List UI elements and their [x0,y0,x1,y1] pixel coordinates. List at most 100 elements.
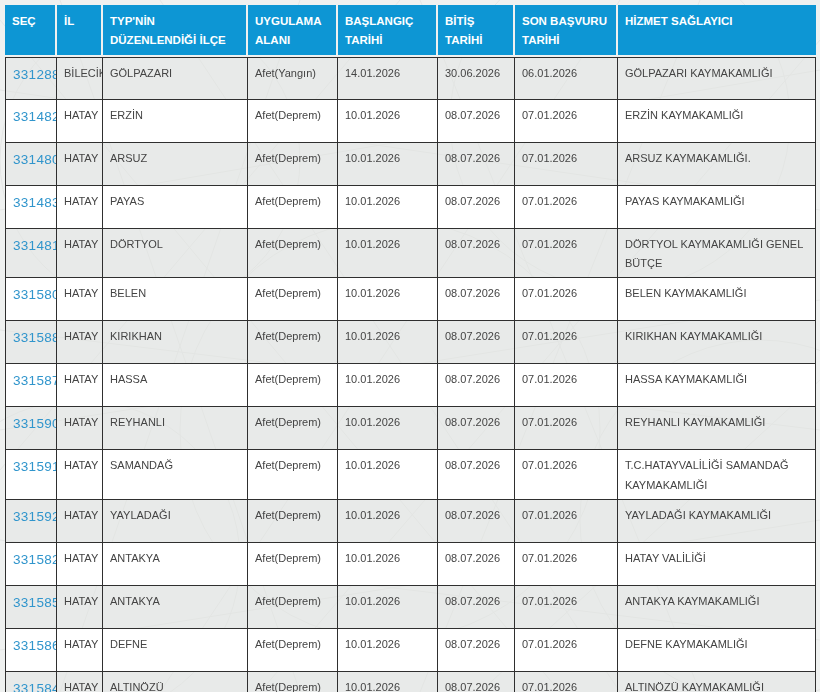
cell-il: HATAY [57,586,103,629]
cell-saglayici: HATAY VALİLİĞİ [618,543,816,586]
cell-alan: Afet(Deprem) [248,672,338,692]
row-select-link[interactable]: 331483 [13,195,57,210]
cell-sec: 331591 [5,450,57,500]
cell-baslangic: 10.01.2026 [338,229,438,279]
row-select-link[interactable]: 331580 [13,287,57,302]
cell-il: HATAY [57,450,103,500]
cell-son: 06.01.2026 [515,57,618,100]
table-row: 331480HATAYARSUZAfet(Deprem)10.01.202608… [5,143,816,186]
cell-saglayici: ERZİN KAYMAKAMLIĞI [618,100,816,143]
cell-ilce: SAMANDAĞ [103,450,248,500]
cell-ilce: PAYAS [103,186,248,229]
cell-il: HATAY [57,229,103,279]
cell-sec: 331481 [5,229,57,279]
column-header-ilce: TYP'NİN DÜZENLENDİĞİ İLÇE [103,5,248,57]
cell-son: 07.01.2026 [515,364,618,407]
cell-sec: 331580 [5,278,57,321]
cell-il: HATAY [57,278,103,321]
cell-saglayici: PAYAS KAYMAKAMLIĞI [618,186,816,229]
cell-saglayici: ARSUZ KAYMAKAMLIĞI. [618,143,816,186]
cell-saglayici: ANTAKYA KAYMAKAMLIĞI [618,586,816,629]
cell-il: HATAY [57,629,103,672]
cell-alan: Afet(Deprem) [248,629,338,672]
cell-ilce: DEFNE [103,629,248,672]
cell-alan: Afet(Deprem) [248,500,338,543]
cell-son: 07.01.2026 [515,407,618,450]
row-select-link[interactable]: 331590 [13,416,57,431]
table-row: 331483HATAYPAYASAfet(Deprem)10.01.202608… [5,186,816,229]
table-row: 331288BİLECİKGÖLPAZARIAfet(Yangın)14.01.… [5,57,816,100]
cell-saglayici: DEFNE KAYMAKAMLIĞI [618,629,816,672]
cell-baslangic: 10.01.2026 [338,629,438,672]
row-select-link[interactable]: 331592 [13,509,57,524]
cell-il: HATAY [57,321,103,364]
cell-bitis: 08.07.2026 [438,500,515,543]
cell-sec: 331483 [5,186,57,229]
column-header-sec: SEÇ [5,5,57,57]
cell-ilce: GÖLPAZARI [103,57,248,100]
cell-saglayici: GÖLPAZARI KAYMAKAMLIĞI [618,57,816,100]
cell-ilce: ANTAKYA [103,543,248,586]
cell-alan: Afet(Deprem) [248,229,338,279]
cell-ilce: ERZİN [103,100,248,143]
cell-son: 07.01.2026 [515,500,618,543]
cell-baslangic: 10.01.2026 [338,278,438,321]
cell-baslangic: 14.01.2026 [338,57,438,100]
cell-baslangic: 10.01.2026 [338,407,438,450]
cell-son: 07.01.2026 [515,100,618,143]
row-select-link[interactable]: 331482 [13,109,57,124]
cell-il: HATAY [57,143,103,186]
cell-baslangic: 10.01.2026 [338,321,438,364]
cell-son: 07.01.2026 [515,229,618,279]
cell-saglayici: REYHANLI KAYMAKAMLIĞI [618,407,816,450]
cell-alan: Afet(Deprem) [248,586,338,629]
cell-sec: 331582 [5,543,57,586]
cell-alan: Afet(Deprem) [248,100,338,143]
cell-alan: Afet(Deprem) [248,543,338,586]
cell-sec: 331588 [5,321,57,364]
row-select-link[interactable]: 331585 [13,595,57,610]
cell-son: 07.01.2026 [515,629,618,672]
cell-alan: Afet(Deprem) [248,143,338,186]
cell-ilce: ALTINÖZÜ [103,672,248,692]
cell-il: HATAY [57,186,103,229]
cell-ilce: YAYLADAĞI [103,500,248,543]
row-select-link[interactable]: 331584 [13,681,57,692]
row-select-link[interactable]: 331481 [13,238,57,253]
cell-sec: 331482 [5,100,57,143]
table-row: 331481HATAYDÖRTYOLAfet(Deprem)10.01.2026… [5,229,816,279]
cell-bitis: 08.07.2026 [438,143,515,186]
cell-sec: 331480 [5,143,57,186]
cell-ilce: BELEN [103,278,248,321]
cell-son: 07.01.2026 [515,143,618,186]
table-row: 331592HATAYYAYLADAĞIAfet(Deprem)10.01.20… [5,500,816,543]
table-header: SEÇİLTYP'NİN DÜZENLENDİĞİ İLÇEUYGULAMA A… [5,5,816,57]
row-select-link[interactable]: 331288 [13,67,57,82]
table-row: 331591HATAYSAMANDAĞAfet(Deprem)10.01.202… [5,450,816,500]
table-row: 331590HATAYREYHANLIAfet(Deprem)10.01.202… [5,407,816,450]
cell-baslangic: 10.01.2026 [338,500,438,543]
row-select-link[interactable]: 331588 [13,330,57,345]
column-header-alan: UYGULAMA ALANI [248,5,338,57]
cell-sec: 331592 [5,500,57,543]
cell-son: 07.01.2026 [515,278,618,321]
cell-il: HATAY [57,100,103,143]
cell-il: HATAY [57,364,103,407]
table-body: 331288BİLECİKGÖLPAZARIAfet(Yangın)14.01.… [5,57,816,692]
cell-bitis: 30.06.2026 [438,57,515,100]
cell-sec: 331584 [5,672,57,692]
column-header-bitis: BİTİŞ TARİHİ [438,5,515,57]
row-select-link[interactable]: 331480 [13,152,57,167]
table-row: 331580HATAYBELENAfet(Deprem)10.01.202608… [5,278,816,321]
cell-alan: Afet(Deprem) [248,364,338,407]
table-row: 331587HATAYHASSAAfet(Deprem)10.01.202608… [5,364,816,407]
cell-il: HATAY [57,672,103,692]
cell-bitis: 08.07.2026 [438,100,515,143]
cell-il: HATAY [57,500,103,543]
row-select-link[interactable]: 331582 [13,552,57,567]
cell-bitis: 08.07.2026 [438,186,515,229]
row-select-link[interactable]: 331586 [13,638,57,653]
row-select-link[interactable]: 331587 [13,373,57,388]
row-select-link[interactable]: 331591 [13,459,57,474]
column-header-il: İL [57,5,103,57]
